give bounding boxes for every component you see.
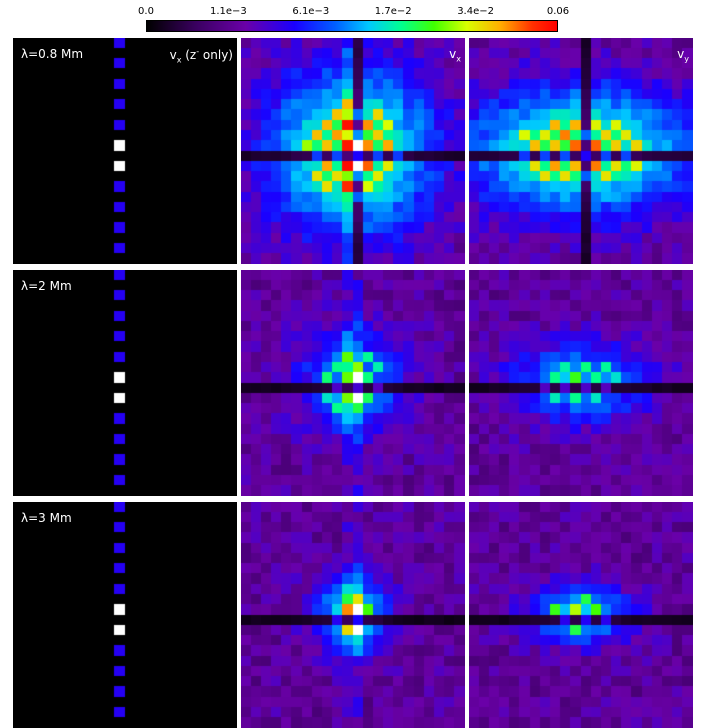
heatmap-canvas — [241, 502, 465, 728]
heatmap-canvas — [469, 38, 693, 264]
colorbar-tick-label: 6.1e−3 — [292, 6, 330, 17]
heatmap-canvas — [13, 270, 237, 496]
heatmap-panel-row1-col3: vy — [469, 38, 693, 264]
heatmap-canvas — [241, 270, 465, 496]
heatmap-canvas — [469, 502, 693, 728]
row-label: λ=0.8 Mm — [21, 47, 84, 61]
heatmap-canvas — [13, 38, 237, 264]
panel-label: vx — [449, 47, 461, 64]
heatmap-panel-row3-col1: λ=3 Mm — [13, 502, 237, 728]
heatmap-panel-row3-col3 — [469, 502, 693, 728]
heatmap-canvas — [469, 270, 693, 496]
colorbar-tick-label: 0.0 — [138, 6, 154, 17]
heatmap-panel-row2-col2 — [241, 270, 465, 496]
colorbar-tick-label: 1.1e−3 — [209, 6, 247, 17]
heatmap-panel-row2-col1: λ=2 Mm — [13, 270, 237, 496]
heatmap-canvas — [13, 502, 237, 728]
colorbar-tick-label: 0.06 — [546, 6, 570, 17]
heatmap-panel-row2-col3 — [469, 270, 693, 496]
heatmap-panel-row1-col2: vx — [241, 38, 465, 264]
heatmap-panel-row3-col2 — [241, 502, 465, 728]
heatmap-canvas — [241, 38, 465, 264]
colorbar-tick-label: 3.4e−2 — [457, 6, 494, 17]
colorbar-gradient — [146, 20, 558, 32]
row-label: λ=3 Mm — [21, 511, 72, 525]
row-label: λ=2 Mm — [21, 279, 72, 293]
panel-label: vy — [677, 47, 689, 64]
heatmap-panel-row1-col1: λ=0.8 Mm vx (z- only) — [13, 38, 237, 264]
colorbar: 0.0 1.1e−3 6.1e−3 1.7e−2 3.4e−2 0.06 — [0, 0, 706, 38]
colorbar-tick-label: 1.7e−2 — [374, 6, 412, 17]
panel-label: vx (z- only) — [169, 47, 233, 65]
